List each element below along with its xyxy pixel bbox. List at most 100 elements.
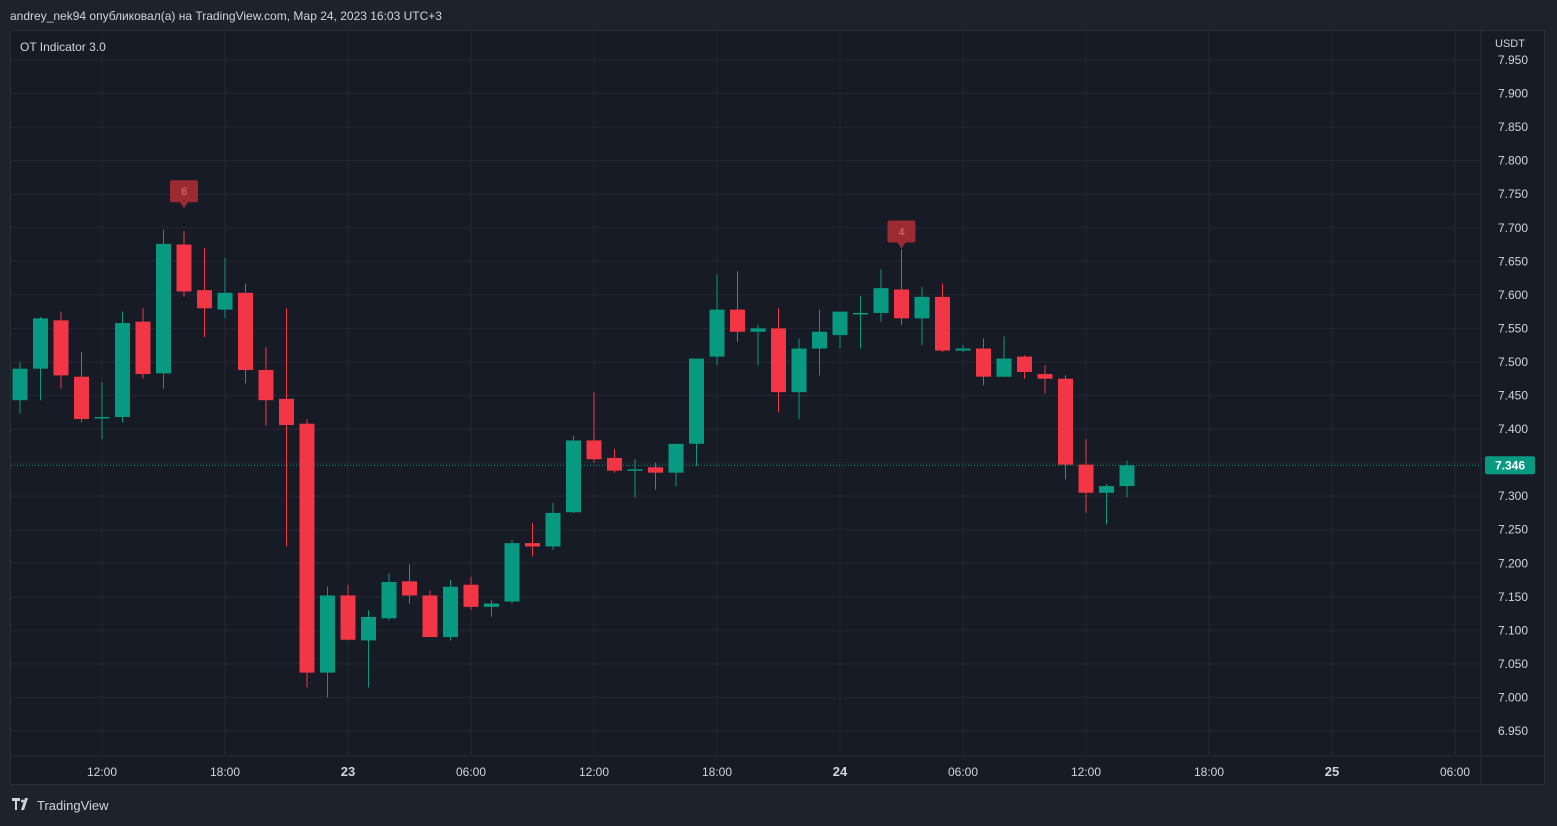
indicator-marker[interactable]: 4 <box>887 220 916 249</box>
marker-badge <box>170 180 198 209</box>
candle-body <box>1119 465 1135 487</box>
candle-body <box>484 603 499 607</box>
candle[interactable] <box>74 351 89 423</box>
candle[interactable] <box>115 311 130 423</box>
marker-badge <box>887 220 916 249</box>
candle[interactable] <box>217 257 233 319</box>
candle[interactable] <box>812 309 827 376</box>
candle-body <box>258 370 274 401</box>
price-axis-labels: 6.950 7.000 7.050 7.100 7.150 7.200 7.250 7.300… <box>1498 53 1528 738</box>
candle-body <box>74 376 89 419</box>
candle-body <box>422 595 438 638</box>
candle-body <box>750 328 766 332</box>
candle[interactable] <box>402 564 417 604</box>
candle[interactable] <box>1078 439 1094 513</box>
price-tick-label: 7.550 <box>1498 321 1528 335</box>
candle[interactable] <box>381 573 397 621</box>
marker-label: 4 <box>898 226 904 238</box>
last-price-text: 7.346 <box>1495 458 1525 472</box>
candle[interactable] <box>894 249 909 326</box>
candle[interactable] <box>566 435 581 513</box>
candle[interactable] <box>12 361 28 414</box>
candle[interactable] <box>443 580 458 641</box>
candle[interactable] <box>545 502 561 550</box>
publication-header: andrey_nek94 опубликовал(а) на TradingVi… <box>10 9 442 23</box>
candle[interactable] <box>627 459 643 498</box>
candle[interactable] <box>525 522 540 557</box>
candle[interactable] <box>340 584 356 641</box>
candle[interactable] <box>504 539 520 604</box>
candle[interactable] <box>607 449 622 473</box>
candle-body <box>689 358 704 444</box>
time-tick-label: 25 <box>1325 764 1339 779</box>
candle[interactable] <box>955 345 971 352</box>
candle[interactable] <box>1058 375 1073 480</box>
candle-body <box>53 320 69 376</box>
candle[interactable] <box>197 247 212 338</box>
candle-body <box>791 348 807 393</box>
candle[interactable] <box>156 229 171 389</box>
candle[interactable] <box>935 283 950 352</box>
candle[interactable] <box>176 231 192 297</box>
indicator-legend-title[interactable]: OT Indicator 3.0 <box>20 40 106 54</box>
candle-body <box>648 467 663 473</box>
price-tick-label: 7.100 <box>1498 623 1528 637</box>
candle-body <box>320 595 335 673</box>
time-axis-labels: 12:00 18:00 23 06:00 12:00 18:00 24 06:00 12:00 1… <box>87 764 1470 779</box>
candle[interactable] <box>771 308 786 413</box>
candle[interactable] <box>422 590 438 638</box>
time-tick-label: 06:00 <box>456 765 486 779</box>
candle[interactable] <box>791 338 807 419</box>
candle[interactable] <box>750 325 766 366</box>
candle[interactable] <box>94 382 110 440</box>
candle[interactable] <box>914 286 930 346</box>
currency-label[interactable]: USDT <box>1495 38 1525 50</box>
candle-body <box>894 289 909 319</box>
candle-body <box>914 296 930 319</box>
candle[interactable] <box>279 308 294 547</box>
candle[interactable] <box>1119 460 1135 498</box>
footer-branding[interactable]: TradingView <box>12 798 109 813</box>
candle[interactable] <box>689 358 704 466</box>
candle[interactable] <box>709 274 725 366</box>
candle[interactable] <box>33 316 48 401</box>
candle-body <box>873 288 889 313</box>
candle-body <box>1099 486 1114 493</box>
indicator-marker[interactable]: 6 <box>170 180 198 209</box>
candle[interactable] <box>135 308 151 379</box>
candle[interactable] <box>873 269 889 322</box>
price-tick-label: 7.300 <box>1498 489 1528 503</box>
candle[interactable] <box>832 311 848 349</box>
candle[interactable] <box>484 600 499 617</box>
candle[interactable] <box>1037 365 1053 394</box>
candle[interactable] <box>299 418 315 688</box>
candle[interactable] <box>53 311 69 389</box>
price-tick-label: 7.750 <box>1498 187 1528 201</box>
candle[interactable] <box>996 336 1012 377</box>
candle[interactable] <box>320 586 335 698</box>
candle[interactable] <box>976 338 991 386</box>
candle[interactable] <box>361 610 376 688</box>
candle-body <box>381 582 397 619</box>
candle[interactable] <box>463 576 479 611</box>
price-tick-label: 7.650 <box>1498 254 1528 268</box>
candle[interactable] <box>1099 484 1114 525</box>
candle[interactable] <box>586 392 602 463</box>
candle-body <box>238 292 253 371</box>
candle-body <box>340 595 356 640</box>
candle[interactable] <box>648 462 663 490</box>
candle[interactable] <box>668 443 684 487</box>
candle[interactable] <box>1017 355 1032 379</box>
candle[interactable] <box>238 283 253 384</box>
price-tick-label: 7.400 <box>1498 422 1528 436</box>
candle-body <box>668 443 684 473</box>
price-tick-label: 7.000 <box>1498 690 1528 704</box>
candle-body <box>545 512 561 547</box>
candle[interactable] <box>853 296 868 349</box>
time-tick-label: 12:00 <box>87 765 117 779</box>
candle[interactable] <box>730 271 745 342</box>
candle-body <box>361 616 376 641</box>
candle[interactable] <box>258 347 274 426</box>
price-tick-label: 7.700 <box>1498 221 1528 235</box>
